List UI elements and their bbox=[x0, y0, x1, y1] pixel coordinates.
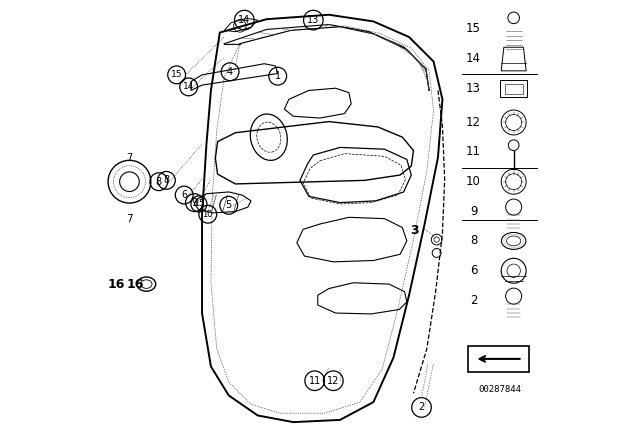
Text: 3: 3 bbox=[410, 224, 419, 237]
Text: 4: 4 bbox=[227, 67, 233, 77]
Text: 2: 2 bbox=[419, 402, 424, 413]
Text: 15: 15 bbox=[466, 22, 481, 35]
Text: 16: 16 bbox=[127, 278, 144, 291]
Text: 12: 12 bbox=[327, 376, 340, 386]
Text: 11: 11 bbox=[466, 145, 481, 159]
Text: 14: 14 bbox=[183, 82, 195, 91]
Text: 6: 6 bbox=[181, 190, 188, 200]
Text: 13: 13 bbox=[466, 82, 481, 95]
Text: 7: 7 bbox=[126, 214, 132, 224]
Text: 00287844: 00287844 bbox=[478, 385, 521, 394]
Text: 15: 15 bbox=[171, 70, 182, 79]
Text: 11: 11 bbox=[308, 376, 321, 386]
Text: 15: 15 bbox=[194, 199, 204, 208]
Text: 8: 8 bbox=[156, 177, 162, 187]
Bar bbox=[500, 80, 527, 97]
Text: 13: 13 bbox=[307, 15, 319, 25]
Text: 2: 2 bbox=[470, 294, 477, 307]
Text: 16: 16 bbox=[108, 278, 125, 291]
Bar bbox=[468, 346, 529, 372]
Text: 10: 10 bbox=[202, 210, 213, 219]
Text: 14: 14 bbox=[238, 15, 250, 25]
Text: 1: 1 bbox=[275, 71, 281, 81]
Text: 5: 5 bbox=[226, 200, 232, 210]
Text: 9: 9 bbox=[191, 198, 198, 207]
Text: 10: 10 bbox=[466, 175, 481, 188]
Text: 12: 12 bbox=[466, 116, 481, 129]
Bar bbox=[505, 84, 523, 94]
Text: 9: 9 bbox=[470, 205, 477, 218]
Text: 8: 8 bbox=[163, 175, 170, 185]
Text: 14: 14 bbox=[466, 52, 481, 65]
Text: 7: 7 bbox=[126, 153, 132, 163]
Text: 6: 6 bbox=[470, 264, 477, 277]
Text: 8: 8 bbox=[470, 234, 477, 247]
